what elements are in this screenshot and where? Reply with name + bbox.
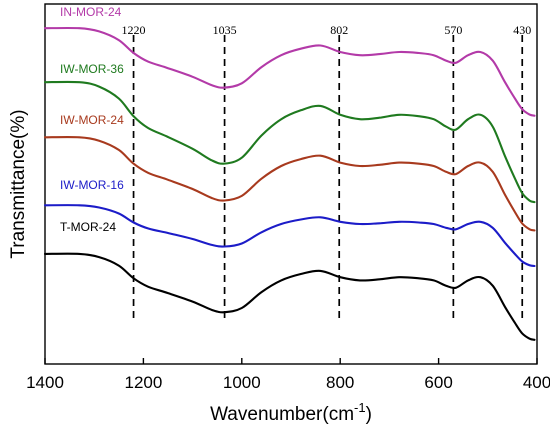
- x-tick-label-1000: 1000: [223, 373, 261, 392]
- x-tick-label-400: 400: [523, 373, 550, 392]
- series-group: [43, 26, 536, 341]
- series-line-in-mor-24: [43, 26, 536, 117]
- series-labels: IN-MOR-24 IW-MOR-36 IW-MOR-24 IW-MOR-16 T-MO…: [60, 5, 124, 234]
- peak-label-570: 570: [444, 23, 462, 37]
- x-axis-ticks: 1400 1200 1000 800 600 400: [26, 358, 550, 392]
- series-line-iw-mor-36: [43, 80, 536, 204]
- series-line-t-mor-24: [43, 252, 536, 341]
- x-title-end: ): [366, 404, 372, 425]
- peak-markers: 1220 1035 802 570 430: [122, 23, 531, 322]
- x-title-superscript: -1: [354, 400, 366, 415]
- series-label-in-mor-24: IN-MOR-24: [60, 5, 122, 19]
- series-label-iw-mor-24: IW-MOR-24: [60, 113, 124, 127]
- series-line-iw-mor-16: [43, 204, 536, 268]
- peak-label-430: 430: [513, 23, 531, 37]
- peak-label-802: 802: [330, 23, 348, 37]
- x-axis-title: Wavenumber(cm-1): [210, 400, 372, 425]
- peak-label-1035: 1035: [213, 23, 237, 37]
- y-axis-title: Transmittance(%): [8, 109, 29, 258]
- x-tick-label-600: 600: [424, 373, 452, 392]
- series-label-iw-mor-16: IW-MOR-16: [60, 178, 124, 192]
- series-line-iw-mor-24: [43, 135, 536, 232]
- peak-label-1220: 1220: [122, 23, 146, 37]
- x-title-main: Wavenumber(cm: [210, 404, 354, 425]
- series-label-t-mor-24: T-MOR-24: [60, 220, 116, 234]
- plot-frame: [44, 3, 538, 365]
- x-tick-label-1200: 1200: [124, 373, 162, 392]
- x-tick-label-800: 800: [326, 373, 354, 392]
- x-tick-label-1400: 1400: [26, 373, 64, 392]
- series-label-iw-mor-36: IW-MOR-36: [60, 62, 124, 76]
